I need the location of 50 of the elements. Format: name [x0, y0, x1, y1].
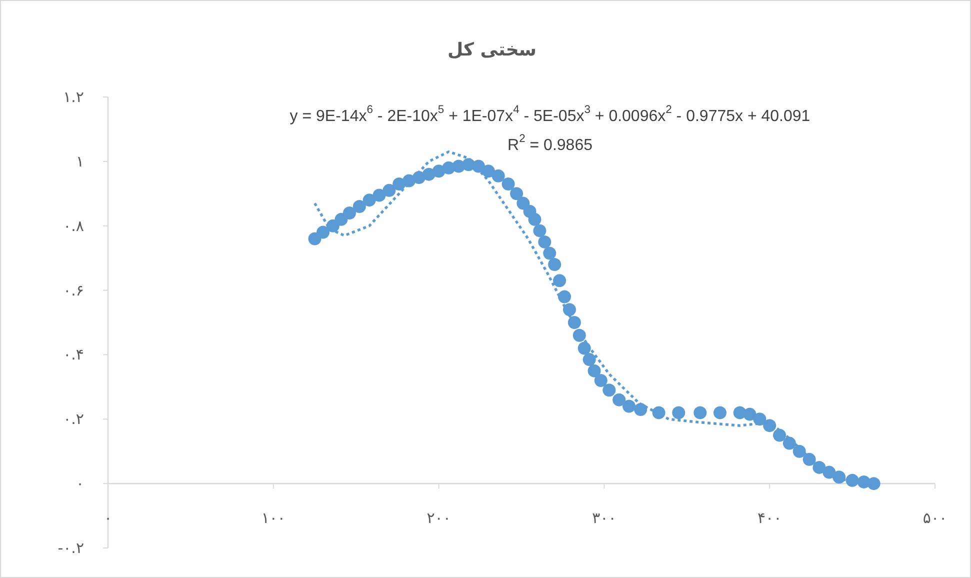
- point: [372, 188, 386, 202]
- x-tick-label: ۴۰۰: [758, 509, 782, 527]
- x-tick-label: ۵۰۰: [922, 509, 948, 527]
- x-tick-label: ۱۰۰: [261, 509, 286, 527]
- point: [362, 194, 376, 207]
- point: [543, 246, 556, 260]
- y-tick-label: -۰.۲: [58, 539, 84, 557]
- y-tick-label: ۰.۶: [63, 281, 84, 300]
- point: [773, 428, 786, 442]
- point: [352, 200, 366, 214]
- y-tick-label: ۰.۸: [63, 216, 84, 235]
- x-tick-label: ۰: [104, 509, 112, 527]
- point: [634, 402, 648, 416]
- y-tick-label: ۰.۴: [63, 346, 84, 364]
- point: [594, 374, 608, 387]
- point: [743, 408, 756, 421]
- point: [548, 258, 562, 272]
- point: [528, 212, 542, 226]
- point: [562, 303, 576, 316]
- point: [502, 177, 515, 190]
- point: [533, 224, 546, 238]
- point: [510, 187, 524, 200]
- point: [382, 184, 396, 197]
- point: [558, 290, 572, 304]
- point: [713, 406, 726, 420]
- y-tick-label: ۰.۲: [63, 410, 84, 428]
- chart-title: سختی کل: [447, 40, 537, 60]
- point: [694, 406, 707, 420]
- point: [316, 226, 330, 239]
- text: y = 9E-14x$^{6}$ - 2E-10x$^{5}$ + 1E-07x$^{4}$ - 5E-05x$^{3}$ + 0.0096x$^{2}$ - 0.9775x + 40.091: [290, 104, 810, 124]
- y-tick-label: ۰: [76, 474, 84, 493]
- point: [602, 384, 616, 397]
- point: [672, 406, 686, 420]
- point: [578, 342, 591, 355]
- point: [482, 164, 495, 178]
- point: [492, 169, 505, 182]
- point: [612, 393, 626, 406]
- x-tick-label: ۲۰۰: [426, 509, 451, 527]
- point: [622, 400, 636, 413]
- point: [588, 364, 601, 378]
- point: [342, 206, 356, 220]
- y-tick-label: ۱.۲: [63, 88, 84, 106]
- y-tick-label: ۱: [76, 152, 84, 170]
- point: [334, 212, 348, 226]
- point: [538, 235, 552, 248]
- point: [553, 274, 566, 288]
- point: [582, 353, 596, 366]
- x-tick-label: ۳۰۰: [592, 509, 616, 527]
- annotation: R$^{2}$ = 0.9865: [508, 133, 593, 154]
- point: [867, 477, 880, 490]
